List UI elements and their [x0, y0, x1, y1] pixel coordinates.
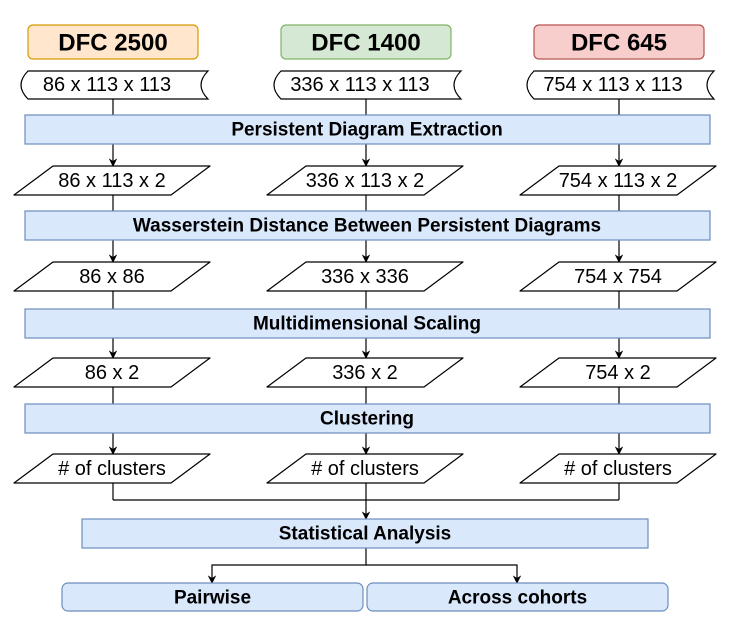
data-parallelogram — [13, 453, 211, 484]
data-parallelogram — [519, 165, 717, 196]
cohort-header — [27, 24, 199, 60]
data-parallelogram — [519, 261, 717, 292]
process-step — [24, 308, 711, 339]
mds-label: 754 x 2 — [585, 362, 651, 384]
process-step-label: Clustering — [320, 409, 414, 430]
process-step — [24, 114, 711, 145]
input-dimensions: 336 x 113 x 113 — [290, 74, 429, 96]
input-dimensions: 754 x 113 x 113 — [543, 74, 682, 96]
cohort-name: DFC 2500 — [58, 30, 167, 57]
data-parallelogram — [266, 357, 464, 388]
cohort-name: DFC 1400 — [311, 30, 420, 57]
data-parallelogram — [266, 453, 464, 484]
process-step — [24, 210, 711, 241]
cohort-header — [533, 24, 705, 60]
process-step-label: Wasserstein Distance Between Persistent … — [133, 216, 601, 237]
data-parallelogram — [13, 261, 211, 292]
process-step — [24, 403, 711, 434]
cohort-header — [280, 24, 452, 60]
statistical-analysis-label: Statistical Analysis — [279, 524, 451, 545]
distance-label: 86 x 86 — [79, 266, 145, 288]
data-parallelogram — [13, 357, 211, 388]
data-parallelogram — [519, 357, 717, 388]
input-data-shape — [20, 70, 210, 100]
diagrams-label: 336 x 113 x 2 — [306, 170, 425, 192]
distance-label: 754 x 754 — [574, 266, 662, 288]
across-cohorts-label: Across cohorts — [448, 588, 587, 609]
distance-label: 336 x 336 — [321, 266, 409, 288]
clusters-label: # of clusters — [311, 458, 419, 480]
connector-arrow — [207, 548, 367, 584]
across-cohorts-box — [366, 582, 669, 612]
cohort-name: DFC 645 — [571, 30, 667, 57]
pairwise-box — [61, 582, 364, 612]
mds-label: 86 x 2 — [85, 362, 139, 384]
mds-label: 336 x 2 — [332, 362, 398, 384]
input-data-shape — [273, 70, 463, 100]
data-parallelogram — [519, 453, 717, 484]
pairwise-label: Pairwise — [174, 588, 251, 609]
diagrams-label: 754 x 113 x 2 — [559, 170, 678, 192]
input-dimensions: 86 x 113 x 113 — [43, 74, 171, 96]
data-parallelogram — [266, 261, 464, 292]
data-parallelogram — [266, 165, 464, 196]
statistical-analysis-box — [81, 518, 649, 549]
clusters-label: # of clusters — [58, 458, 166, 480]
input-data-shape — [526, 70, 716, 100]
diagrams-label: 86 x 113 x 2 — [58, 170, 165, 192]
connector-arrow — [366, 564, 522, 584]
process-step-label: Persistent Diagram Extraction — [231, 120, 502, 141]
clusters-label: # of clusters — [564, 458, 672, 480]
data-parallelogram — [13, 165, 211, 196]
process-step-label: Multidimensional Scaling — [253, 314, 481, 335]
